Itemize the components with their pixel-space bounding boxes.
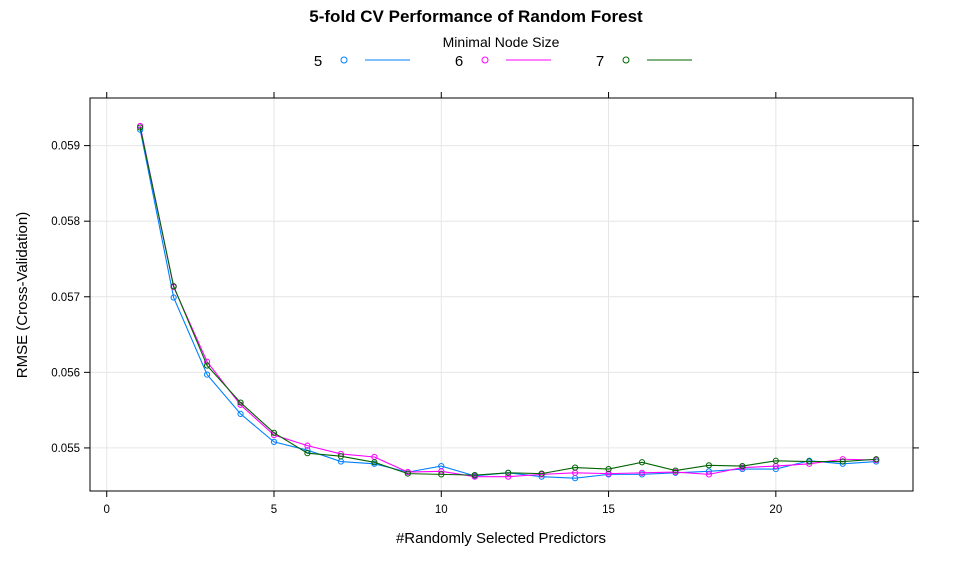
plot-frame bbox=[89, 97, 914, 492]
series-line bbox=[139, 129, 877, 479]
series-5 bbox=[137, 126, 880, 482]
legend-label: 7 bbox=[596, 53, 604, 70]
data-point bbox=[438, 471, 445, 478]
data-point bbox=[705, 471, 713, 478]
data-point bbox=[270, 438, 278, 445]
axes: 0 5 10 15 20 0.055 0.056 0.057 0.058 0.059 bbox=[51, 92, 919, 516]
x-tick-label: 10 bbox=[435, 504, 448, 516]
y-axis-title: RMSE (Cross-Validation) bbox=[14, 212, 31, 378]
legend-item-7: 7 bbox=[596, 53, 692, 70]
data-point bbox=[170, 283, 177, 290]
y-tick-label: 0.059 bbox=[51, 141, 80, 153]
data-point bbox=[237, 410, 244, 418]
data-point bbox=[304, 450, 311, 457]
data-point bbox=[538, 470, 545, 477]
data-point bbox=[605, 465, 612, 473]
data-point bbox=[605, 470, 612, 477]
data-point bbox=[572, 464, 579, 471]
legend-marker bbox=[340, 56, 348, 64]
data-point bbox=[505, 469, 512, 476]
y-tick-label: 0.056 bbox=[51, 367, 80, 379]
series-7 bbox=[137, 124, 880, 479]
plot-area bbox=[137, 122, 880, 482]
data-point bbox=[806, 458, 813, 465]
legend-marker bbox=[622, 56, 630, 64]
legend-label: 6 bbox=[455, 53, 463, 70]
series-line bbox=[139, 125, 877, 478]
data-point bbox=[705, 462, 713, 469]
x-tick-label: 0 bbox=[104, 504, 110, 516]
y-tick-label: 0.057 bbox=[51, 292, 80, 304]
data-point bbox=[839, 458, 846, 465]
data-point bbox=[873, 456, 880, 463]
data-point bbox=[137, 124, 144, 131]
x-tick-label: 20 bbox=[769, 504, 782, 516]
data-point bbox=[170, 294, 177, 301]
data-point bbox=[505, 473, 512, 480]
data-point bbox=[739, 462, 746, 470]
data-point bbox=[672, 467, 679, 474]
data-point bbox=[337, 453, 345, 460]
legend-item-6: 6 bbox=[455, 53, 551, 70]
data-point bbox=[371, 459, 378, 466]
series-6 bbox=[137, 122, 880, 480]
data-point bbox=[772, 457, 779, 464]
grid bbox=[90, 98, 913, 491]
legend-item-5: 5 bbox=[314, 53, 410, 70]
x-tick-label: 5 bbox=[271, 504, 277, 516]
x-tick-label: 15 bbox=[602, 504, 615, 516]
series-line bbox=[139, 127, 877, 476]
data-point bbox=[471, 472, 478, 479]
legend: 5 6 7 bbox=[314, 53, 692, 70]
data-point bbox=[203, 362, 211, 369]
chart-title: 5-fold CV Performance of Random Forest bbox=[309, 7, 643, 26]
data-point bbox=[203, 371, 211, 378]
data-point bbox=[304, 442, 311, 449]
legend-marker bbox=[481, 56, 489, 64]
data-point bbox=[638, 459, 646, 466]
data-point bbox=[404, 470, 411, 477]
legend-label: 5 bbox=[314, 53, 322, 70]
legend-title: Minimal Node Size bbox=[443, 34, 560, 50]
y-tick-label: 0.055 bbox=[51, 443, 80, 455]
data-point bbox=[237, 399, 244, 406]
y-tick-label: 0.058 bbox=[51, 216, 80, 228]
data-point bbox=[270, 429, 278, 436]
data-point bbox=[638, 469, 646, 476]
x-axis-title: #Randomly Selected Predictors bbox=[396, 530, 606, 547]
